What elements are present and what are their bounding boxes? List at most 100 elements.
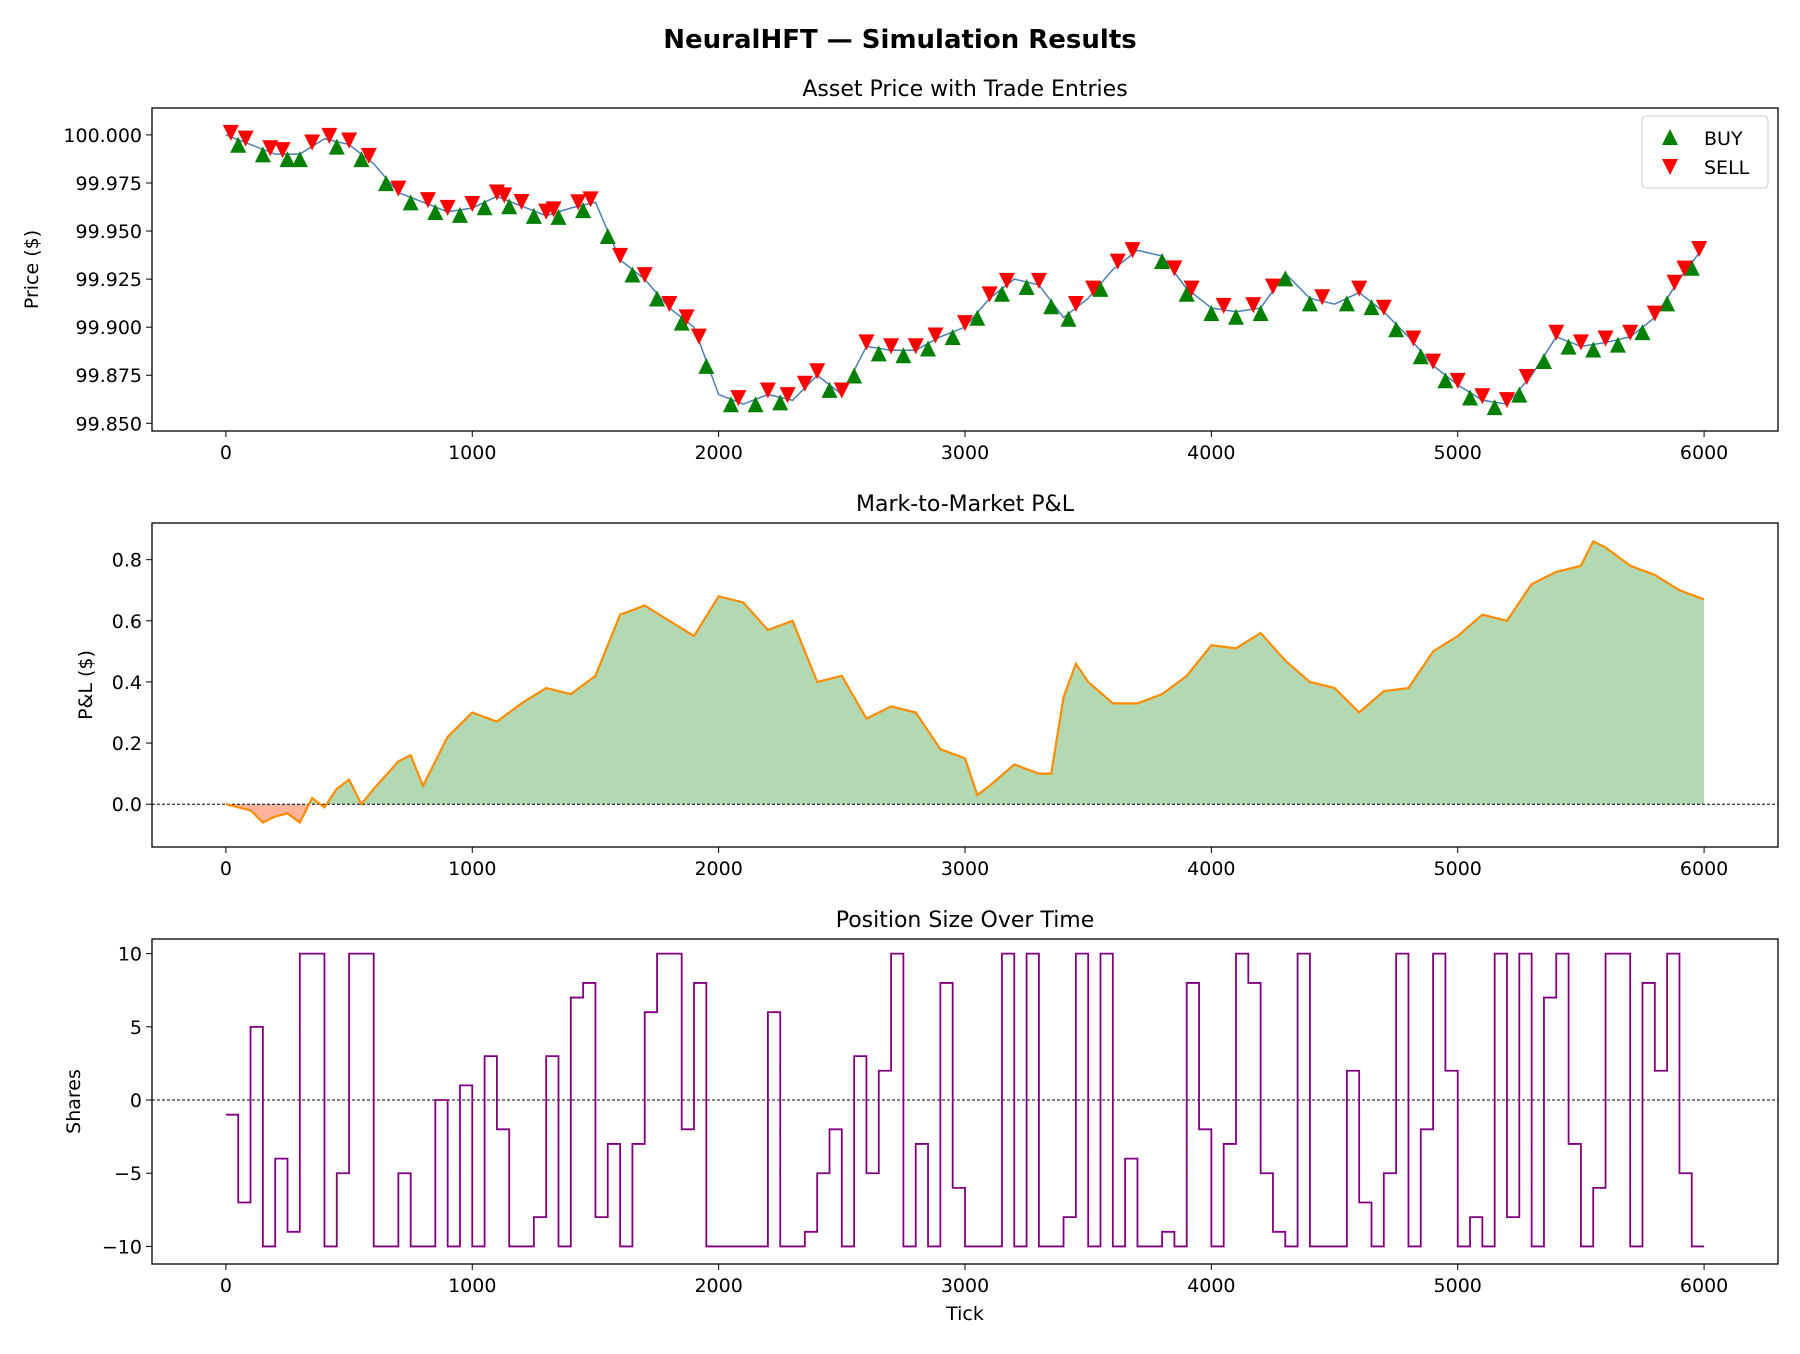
sell-marker xyxy=(927,327,944,344)
sell-marker xyxy=(907,338,924,355)
buy-marker xyxy=(279,151,296,168)
buy-marker xyxy=(291,151,308,168)
x-tick-label: 3000 xyxy=(941,1275,989,1297)
buy-marker xyxy=(1511,386,1528,403)
sell-marker xyxy=(1375,299,1392,316)
sell-marker xyxy=(1666,274,1683,291)
y-tick-label: 100.000 xyxy=(63,125,142,147)
buy-marker xyxy=(1535,353,1552,370)
x-tick-label: 0 xyxy=(220,442,232,464)
buy-marker xyxy=(969,309,986,326)
sell-marker xyxy=(496,187,513,204)
sell-marker xyxy=(237,130,254,147)
sell-marker xyxy=(1405,330,1422,347)
sell-marker xyxy=(690,328,707,345)
legend-label-buy: BUY xyxy=(1704,128,1743,150)
x-tick-label: 2000 xyxy=(694,858,742,880)
buy-marker xyxy=(254,146,271,163)
x-axis-label: Tick xyxy=(945,1303,984,1325)
y-tick-label: 99.900 xyxy=(76,317,142,339)
sell-marker xyxy=(833,382,850,399)
legend xyxy=(1641,115,1769,189)
x-tick-label: 4000 xyxy=(1187,442,1235,464)
buy-marker xyxy=(550,208,567,225)
buy-marker xyxy=(575,202,592,219)
buy-marker xyxy=(920,340,937,357)
sell-marker xyxy=(582,191,599,208)
buy-marker xyxy=(1338,295,1355,312)
buy-marker xyxy=(895,347,912,364)
buy-marker xyxy=(1585,341,1602,358)
x-tick-label: 3000 xyxy=(941,858,989,880)
sell-marker xyxy=(419,192,436,209)
price-line xyxy=(225,134,1705,405)
buy-marker xyxy=(1203,304,1220,321)
buy-marker xyxy=(230,136,247,153)
buy-marker xyxy=(1560,338,1577,355)
sell-marker xyxy=(274,142,291,159)
y-tick-label: 99.950 xyxy=(76,221,142,243)
buy-marker xyxy=(993,285,1010,302)
sell-marker xyxy=(1030,272,1047,289)
buy-marker xyxy=(1043,298,1060,315)
sell-marker xyxy=(304,134,321,151)
y-tick-label: 99.975 xyxy=(76,173,142,195)
y-tick-label: 0.8 xyxy=(112,550,142,572)
sell-marker xyxy=(1067,295,1084,312)
sell-marker xyxy=(883,338,900,355)
figure-title: NeuralHFT — Simulation Results xyxy=(663,25,1136,55)
buy-marker xyxy=(1363,299,1380,316)
buy-marker xyxy=(525,207,542,224)
buy-marker xyxy=(451,206,468,223)
sell-marker xyxy=(796,375,813,392)
buy-marker xyxy=(1609,336,1626,353)
sell-marker xyxy=(809,363,826,380)
buy-marker xyxy=(944,328,961,345)
buy-marker xyxy=(1018,278,1035,295)
buy-marker xyxy=(402,194,419,211)
pnl-line xyxy=(225,539,1705,825)
position-axes: Position Size Over Time 0 1000 2000 3000 4000… xyxy=(63,908,1779,1325)
y-tick-label: 0.2 xyxy=(112,733,142,755)
x-tick-label: 6000 xyxy=(1680,858,1728,880)
sell-marker xyxy=(661,295,678,312)
sell-marker xyxy=(1264,278,1281,295)
buy-marker xyxy=(1178,285,1195,302)
sell-marker xyxy=(1449,372,1466,389)
x-tick-label: 5000 xyxy=(1434,858,1482,880)
sell-marker xyxy=(612,247,629,264)
buy-marker xyxy=(427,204,444,221)
legend-label-sell: SELL xyxy=(1704,157,1750,179)
sell-marker xyxy=(1425,353,1442,370)
buy-marker xyxy=(1462,389,1479,406)
y-axis-label: P&L ($) xyxy=(75,650,97,720)
price-axes: Asset Price with Trade Entries BUY SELL 0 10… xyxy=(21,77,1779,464)
sell-marker xyxy=(570,194,587,211)
axes-frame xyxy=(151,107,1779,432)
sell-marker xyxy=(1245,297,1262,314)
sell-marker xyxy=(1124,242,1141,259)
sell-marker xyxy=(1183,280,1200,297)
y-tick-label: −10 xyxy=(102,1236,142,1258)
buy-marker xyxy=(1412,348,1429,365)
x-tick-label: 0 xyxy=(220,858,232,880)
buy-marker xyxy=(698,357,715,374)
x-tick-label: 5000 xyxy=(1434,442,1482,464)
y-tick-label: 0.6 xyxy=(112,611,142,633)
buy-marker xyxy=(673,314,690,331)
axes-title: Position Size Over Time xyxy=(836,908,1095,933)
buy-marker xyxy=(378,175,395,192)
y-tick-label: −5 xyxy=(114,1163,142,1185)
buy-marker xyxy=(1437,372,1454,389)
y-tick-label: 0.4 xyxy=(112,672,142,694)
x-tick-label: 1000 xyxy=(448,442,496,464)
x-tick-label: 5000 xyxy=(1434,1275,1482,1297)
sell-marker xyxy=(262,140,279,157)
sell-marker xyxy=(1085,280,1102,297)
sell-marker xyxy=(1597,330,1614,347)
y-tick-label: 99.925 xyxy=(76,269,142,291)
y-tick-label: 99.875 xyxy=(76,365,142,387)
sell-marker xyxy=(439,199,456,216)
sell-marker xyxy=(545,201,562,218)
